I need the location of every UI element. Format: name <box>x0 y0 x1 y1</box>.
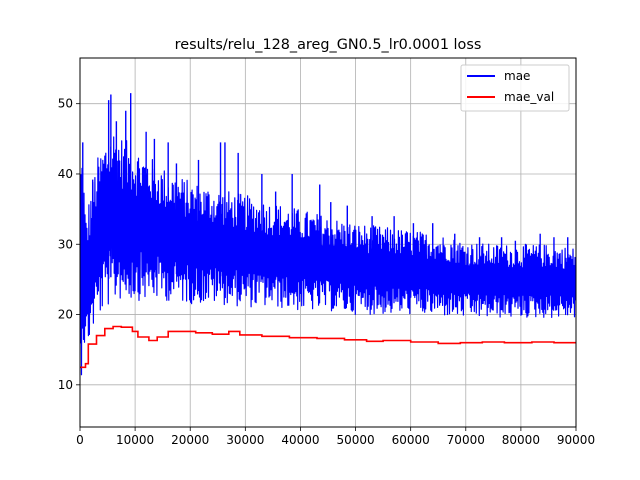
y-tick-label: 40 <box>58 167 73 181</box>
x-tick-label: 60000 <box>392 433 430 447</box>
legend-label-mae: mae <box>504 69 530 83</box>
series-mae <box>80 93 576 376</box>
series-layer <box>80 93 576 376</box>
tick-layer: 0 10000 20000 30000 40000 50000 60000 70000 8000… <box>58 97 595 447</box>
x-tick-label: 90000 <box>557 433 595 447</box>
x-tick-label: 80000 <box>502 433 540 447</box>
x-tick-label: 40000 <box>281 433 319 447</box>
x-tick-label: 30000 <box>226 433 264 447</box>
chart-title: results/relu_128_areg_GN0.5_lr0.0001 los… <box>175 37 482 53</box>
y-tick-label: 50 <box>58 97 73 111</box>
plot-area <box>80 93 576 376</box>
legend: mae mae_val <box>460 64 570 112</box>
y-tick-label: 20 <box>58 308 73 322</box>
axes-frame <box>79 57 577 428</box>
x-tick-label: 10000 <box>116 433 154 447</box>
y-tick-label: 30 <box>58 237 73 251</box>
legend-label-mae-val: mae_val <box>504 90 554 104</box>
x-tick-label: 50000 <box>336 433 374 447</box>
x-tick-label: 20000 <box>171 433 209 447</box>
mae-line <box>80 136 576 376</box>
y-tick-label: 10 <box>58 378 73 392</box>
x-tick-label: 0 <box>76 433 84 447</box>
mae-val-line <box>80 325 576 369</box>
x-tick-label: 70000 <box>447 433 485 447</box>
